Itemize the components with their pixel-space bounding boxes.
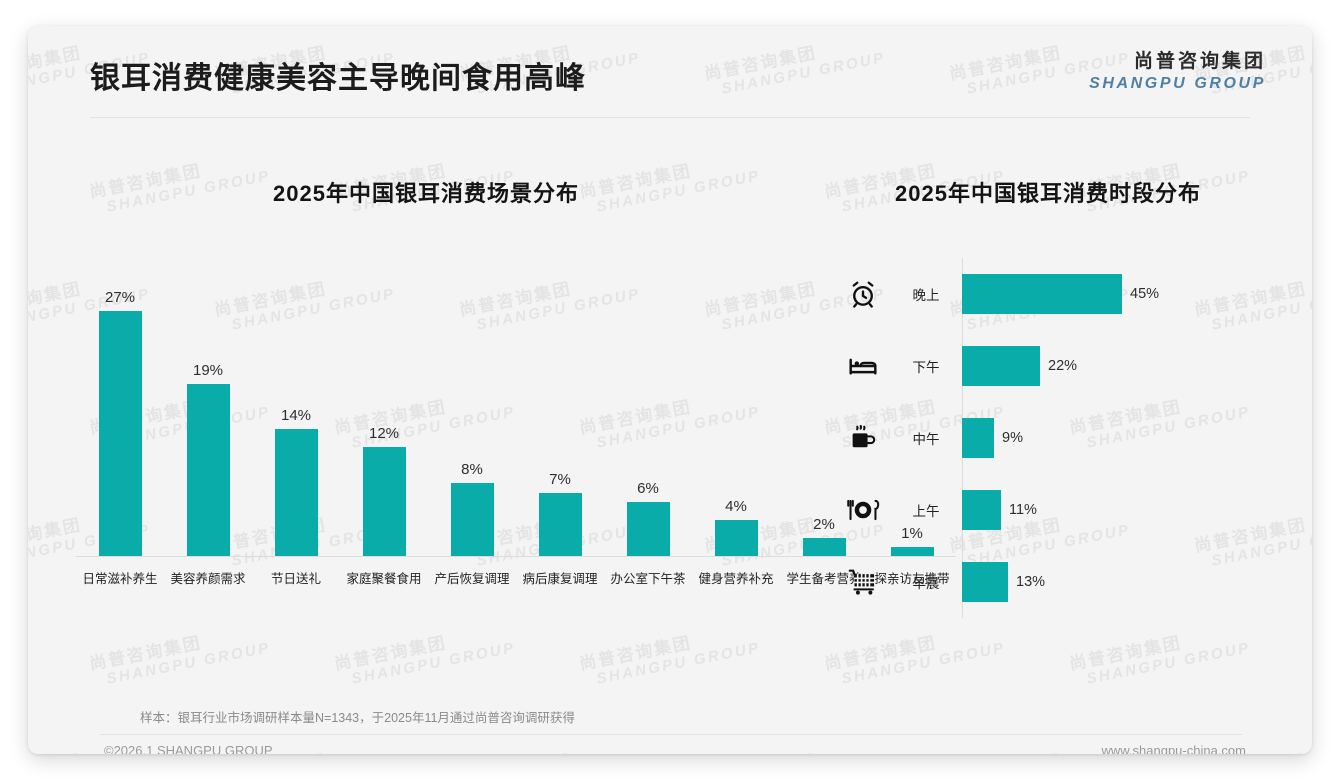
timeslot-label: 晚上: [912, 288, 940, 303]
bar-zone: 45%: [954, 274, 1298, 314]
bar[interactable]: [362, 447, 406, 556]
plate-cutlery-icon: [828, 497, 898, 523]
brand-logo: 尚普咨询集团 SHANGPU GROUP: [1089, 50, 1266, 94]
coffee-mug-icon: [828, 423, 898, 453]
bar-column[interactable]: 27%: [76, 256, 164, 556]
bar-column[interactable]: 1%: [868, 256, 956, 556]
bar-value-label: 19%: [192, 362, 224, 379]
bar[interactable]: [274, 429, 318, 556]
vertical-bars-container: 27% 19% 14% 12% 8% 7% 6% 4% 2% 1%: [76, 256, 956, 556]
bar[interactable]: [890, 547, 934, 556]
bar[interactable]: [962, 346, 1040, 386]
header-divider: [90, 117, 1250, 118]
bar-zone: 9%: [954, 418, 1298, 458]
bar[interactable]: [538, 493, 582, 556]
chart-title-left: 2025年中国银耳消费场景分布: [273, 181, 579, 206]
category-label: 产后恢复调理: [434, 572, 510, 586]
bar[interactable]: [962, 562, 1008, 602]
bar[interactable]: [802, 538, 846, 556]
category-label: 家庭聚餐食用: [346, 572, 422, 586]
bar-column[interactable]: 12%: [340, 256, 428, 556]
bar-value-label: 9%: [1002, 430, 1023, 446]
bar[interactable]: [186, 384, 230, 556]
bar-value-label: 4%: [725, 498, 747, 515]
bed-icon: [828, 351, 898, 381]
category-label: 探亲访友携带: [874, 572, 950, 586]
timeslot-label: 中午: [912, 432, 940, 447]
bar-value-label: 6%: [637, 480, 659, 497]
copyright-text: ©2026.1 SHANGPU GROUP: [104, 743, 273, 754]
category-label: 日常滋补养生: [82, 572, 158, 586]
bar-value-label: 12%: [368, 425, 400, 442]
category-label: 美容养颜需求: [170, 572, 246, 586]
bar-column[interactable]: 4%: [692, 256, 780, 556]
bar[interactable]: [450, 483, 494, 556]
bar-column[interactable]: 2%: [780, 256, 868, 556]
slide-header: 银耳消费健康美容主导晚间食用高峰 尚普咨询集团 SHANGPU GROUP: [28, 26, 1312, 118]
bar-value-label: 2%: [813, 516, 835, 533]
bar-value-label: 27%: [104, 289, 136, 306]
bar-zone: 22%: [954, 346, 1298, 386]
bar-value-label: 45%: [1130, 286, 1160, 302]
bar-value-label: 7%: [549, 471, 571, 488]
timeslot-row[interactable]: 晚上 45%: [828, 258, 1298, 330]
bar[interactable]: [962, 490, 1001, 530]
bar-value-label: 22%: [1048, 358, 1078, 374]
bar[interactable]: [98, 311, 142, 556]
website-link[interactable]: www.shangpu-china.com: [1101, 743, 1246, 754]
timeslot-label: 早晨: [912, 576, 940, 591]
x-axis-labels: 日常滋补养生 美容养颜需求 节日送礼 家庭聚餐食用 产后恢复调理 病后康复调理 办公室下午茶…: [76, 568, 956, 587]
bar[interactable]: [714, 520, 758, 556]
bar-column[interactable]: 19%: [164, 256, 252, 556]
horizontal-bars-container: 晚上 45% 下午 22% 中午 9% 上午 11% 早晨 13%: [828, 258, 1298, 618]
logo-english-text: SHANGPU GROUP: [1089, 74, 1266, 92]
bar[interactable]: [626, 502, 670, 556]
bar-column[interactable]: 14%: [252, 256, 340, 556]
consumption-timeslot-chart: 2025年中国银耳消费时段分布 晚上 45% 下午 22% 中午 9% 上午 11% 早晨 13%: [828, 176, 1298, 666]
bar-value-label: 8%: [461, 461, 483, 478]
slide-card: 尚普咨询集团 SHANGPU GROUP 尚普咨询集团 SHANGPU GROUP 尚普…: [28, 26, 1312, 754]
bar[interactable]: [962, 274, 1122, 314]
logo-chinese-text: 尚普咨询集团: [1133, 51, 1266, 72]
chart-title-right: 2025年中国银耳消费时段分布: [895, 181, 1201, 206]
consumption-scenario-chart: 2025年中国银耳消费场景分布 27% 19% 14% 12% 8% 7% 6% 4% 2% 1%…: [46, 176, 976, 636]
sample-footnote: 样本：银耳行业市场调研样本量N=1343，于2025年11月通过尚普咨询调研获得: [140, 711, 575, 725]
shopping-cart-icon: [828, 568, 898, 596]
timeslot-label: 下午: [912, 360, 940, 375]
page-title: 银耳消费健康美容主导晚间食用高峰: [90, 62, 586, 95]
bar-value-label: 13%: [1016, 574, 1046, 590]
timeslot-row[interactable]: 下午 22%: [828, 330, 1298, 402]
footer-divider: [100, 734, 1242, 735]
category-label: 健身营养补充: [698, 572, 774, 586]
bar[interactable]: [962, 418, 994, 458]
timeslot-label: 上午: [912, 504, 940, 519]
bar-zone: 13%: [954, 562, 1298, 602]
bar-zone: 11%: [954, 490, 1298, 530]
bar-value-label: 1%: [901, 525, 923, 542]
alarm-clock-icon: [828, 279, 898, 309]
timeslot-row[interactable]: 中午 9%: [828, 402, 1298, 474]
bar-column[interactable]: 6%: [604, 256, 692, 556]
bar-value-label: 14%: [280, 407, 312, 424]
bar-value-label: 11%: [1009, 502, 1037, 518]
category-label: 办公室下午茶: [610, 572, 686, 586]
category-label: 病后康复调理: [522, 572, 598, 586]
timeslot-row[interactable]: 上午 11%: [828, 474, 1298, 546]
timeslot-row[interactable]: 早晨 13%: [828, 546, 1298, 618]
category-label: 学生备考营养: [786, 572, 862, 586]
category-label: 节日送礼: [270, 572, 321, 586]
x-axis-line: [76, 556, 956, 557]
bar-column[interactable]: 7%: [516, 256, 604, 556]
bar-column[interactable]: 8%: [428, 256, 516, 556]
